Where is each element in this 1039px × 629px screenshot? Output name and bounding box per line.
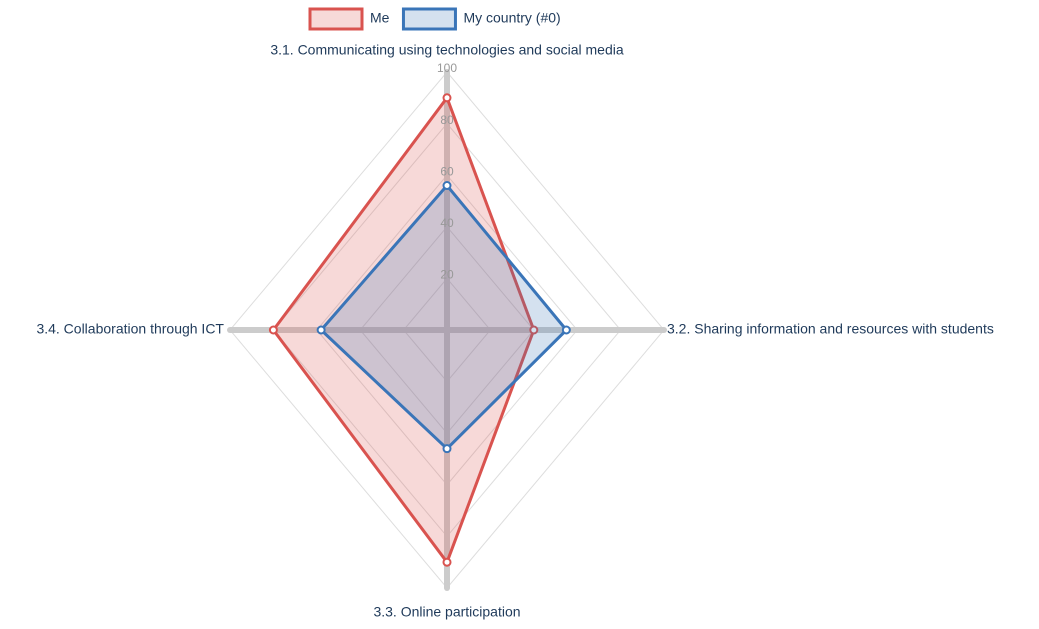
legend-label: Me xyxy=(370,10,390,26)
series-point xyxy=(442,181,452,191)
r-tick-label: 20 xyxy=(440,268,454,282)
series-point xyxy=(442,557,452,567)
category-label: 3.2. Sharing information and resources w… xyxy=(667,321,994,337)
category-label: 3.3. Online participation xyxy=(373,604,520,620)
r-tick-label: 80 xyxy=(440,113,454,127)
category-label: 3.1. Communicating using technologies an… xyxy=(270,42,624,58)
r-tick-label: 40 xyxy=(440,216,454,230)
series-point xyxy=(529,325,539,335)
series-point xyxy=(316,325,326,335)
series-point xyxy=(442,444,452,454)
category-label: 3.4. Collaboration through ICT xyxy=(36,321,224,337)
series-point xyxy=(561,325,571,335)
r-tick-label: 100 xyxy=(437,61,457,75)
legend-label: My country (#0) xyxy=(463,10,560,26)
legend-swatch xyxy=(308,7,364,31)
series-point xyxy=(442,93,452,103)
series-point xyxy=(268,325,278,335)
legend-swatch xyxy=(401,7,457,31)
r-tick-label: 60 xyxy=(440,164,454,178)
